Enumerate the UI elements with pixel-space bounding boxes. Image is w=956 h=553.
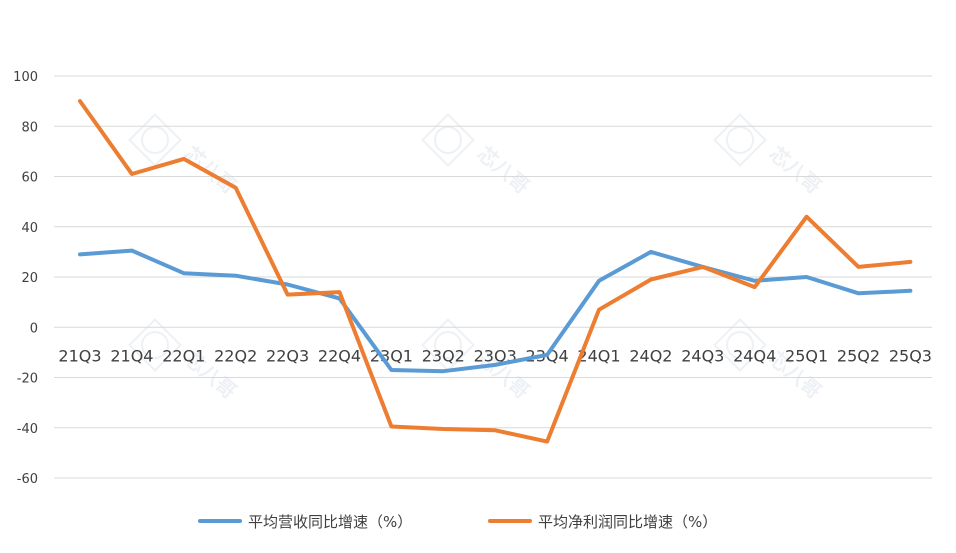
x-tick-label: 24Q4 <box>733 346 776 365</box>
watermark-logo: 芯八哥 <box>713 113 826 198</box>
legend-item-revenue-growth: 平均营收同比增速（%） <box>198 513 412 531</box>
watermark-diamond <box>128 113 182 167</box>
x-tick-label: 25Q1 <box>785 346 828 365</box>
x-tick-label: 24Q3 <box>681 346 724 365</box>
watermark-circle <box>726 331 754 359</box>
watermark-logo: 芯八哥 <box>128 113 241 198</box>
watermark-diamond <box>713 318 767 372</box>
y-tick-label: -40 <box>17 422 38 437</box>
x-tick-label: 21Q3 <box>58 346 101 365</box>
series-line-revenue-growth <box>78 248 913 374</box>
watermark-circle <box>434 126 462 154</box>
watermark-logo: 芯八哥 <box>421 113 534 198</box>
legend: 平均营收同比增速（%） 平均净利润同比增速（%） <box>198 513 717 531</box>
x-tick-label: 23Q2 <box>422 346 465 365</box>
x-tick-label: 22Q3 <box>266 346 309 365</box>
x-tick-label: 25Q2 <box>837 346 880 365</box>
watermark-text: 芯八哥 <box>180 141 241 198</box>
x-tick-label: 22Q4 <box>318 346 361 365</box>
watermark-circle <box>141 331 169 359</box>
y-tick-label: 40 <box>21 221 38 236</box>
x-axis-ticks: 21Q3 21Q4 22Q1 22Q2 22Q3 22Q4 23Q1 23Q2 23Q3 23Q4… <box>58 346 932 365</box>
y-tick-label: -60 <box>17 472 38 487</box>
watermark-diamond <box>128 318 182 372</box>
y-tick-label: 60 <box>21 171 38 186</box>
x-tick-label: 21Q4 <box>110 346 153 365</box>
watermark-diamond <box>421 113 475 167</box>
y-tick-label: 80 <box>21 120 38 135</box>
y-tick-label: 20 <box>21 271 38 286</box>
y-tick-label: -20 <box>17 372 38 387</box>
watermark-diamond <box>713 113 767 167</box>
series-line-net-profit-growth <box>78 99 913 444</box>
x-tick-label: 24Q2 <box>629 346 672 365</box>
watermark-text: 芯八哥 <box>765 141 826 198</box>
x-tick-label: 25Q3 <box>889 346 932 365</box>
x-tick-label: 23Q3 <box>474 346 517 365</box>
y-tick-label: 0 <box>30 321 38 336</box>
watermark-circle <box>141 126 169 154</box>
watermark-circle <box>726 126 754 154</box>
watermark-text: 芯八哥 <box>473 141 534 198</box>
legend-item-net-profit-growth: 平均净利润同比增速（%） <box>488 513 717 531</box>
x-tick-label: 23Q1 <box>370 346 413 365</box>
watermark-circle <box>434 331 462 359</box>
legend-label: 平均营收同比增速（%） <box>248 513 412 531</box>
x-tick-label: 24Q1 <box>577 346 620 365</box>
legend-label: 平均净利润同比增速（%） <box>538 513 717 531</box>
watermark-diamond <box>421 318 475 372</box>
y-axis-ticks: 100 80 60 40 20 0 -20 -40 -60 <box>13 70 38 487</box>
y-tick-label: 100 <box>13 70 38 85</box>
x-tick-label: 22Q2 <box>214 346 257 365</box>
series-lines <box>78 99 913 444</box>
x-tick-label: 22Q1 <box>162 346 205 365</box>
